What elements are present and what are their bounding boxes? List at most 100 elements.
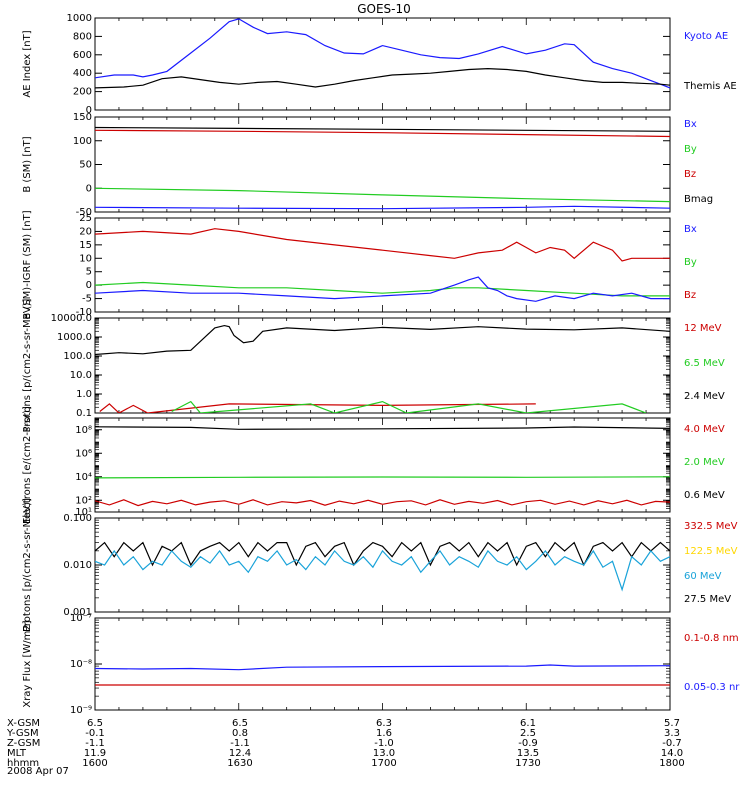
legend-332-5-mev: 332.5 MeV [684,521,738,532]
y-tick-label: 10⁴ [75,472,92,483]
y-tick-label: 0.010 [63,560,92,571]
legend-4-0-mev: 4.0 MeV [684,424,725,435]
y-tick-label: -10 [76,307,92,318]
legend-2-4-mev: 2.4 MeV [684,391,725,402]
series-6-5-mev [171,400,647,413]
series-bmag [95,126,670,132]
y-tick-label: 20 [79,226,92,237]
series-bx [95,205,670,210]
y-tick-label: 10⁻⁸ [70,659,92,670]
plot-frame [94,417,671,513]
y-tick-label: 15 [79,240,92,251]
series-60-mev [95,549,670,592]
x-axis-value: 6.5 [232,718,248,729]
x-axis-row-label: Z-GSM [7,738,40,749]
series-12-mev [99,403,536,413]
series-4-0-mev [95,499,670,507]
x-axis-table: X-GSM 6.5 6.5 6.3 6.1 5.7 Y-GSM -0.1 0.8 1.6 2.5 3.… [6,718,685,769]
y-tick-label: 1000.0 [57,332,92,343]
legend-27-5-mev: 27.5 MeV [684,594,731,605]
x-axis-value: -1.1 [230,738,250,749]
y-tick-label: 400 [73,68,92,79]
legend-0-05-0-3-nr: 0.05-0.3 nr [684,682,740,693]
date-label: 2008 Apr 07 [7,766,69,777]
x-axis-value: 5.7 [664,718,680,729]
x-axis-row-label: Y-GSM [6,728,39,739]
legend-by: By [684,257,697,268]
x-axis-value: -1.0 [374,738,394,749]
legend-bz: Bz [684,169,696,180]
series-by [95,281,670,297]
legend-by: By [684,144,697,155]
y-axis-label: AE Index [nT] [22,30,33,97]
y-tick-label: -50 [76,207,92,218]
x-axis-value: 1630 [227,758,252,769]
series-2-0-mev [95,476,670,479]
y-tick-label: 10² [75,495,92,506]
x-axis-value: 13.5 [517,748,539,759]
legend-bz: Bz [684,290,696,301]
x-axis-value: 1700 [371,758,396,769]
legend-6-5-mev: 6.5 MeV [684,358,725,369]
x-axis-value: 12.4 [229,748,251,759]
y-tick-label: 10⁻⁷ [70,613,92,624]
legend-2-0-mev: 2.0 MeV [684,457,725,468]
x-axis-value: 14.0 [661,748,683,759]
x-axis-value: 1730 [515,758,540,769]
x-axis-value: 11.9 [84,748,106,759]
x-axis-value: -1.1 [85,738,105,749]
panel-protons: 0.1 1.0 10.0 100.0 1000.0 10000.0 Protons [p/(… [22,298,725,432]
plot-frame [94,217,671,313]
series-27-5-mev [95,541,670,567]
y-tick-label: 1000 [67,13,92,24]
legend-0-6-mev: 0.6 MeV [684,490,725,501]
x-axis-value: -0.9 [518,738,538,749]
y-tick-label: 100 [73,136,92,147]
x-axis-value: 13.0 [373,748,395,759]
y-tick-label: 0 [86,183,92,194]
figure-title: GOES-10 [357,2,411,16]
series-bz [95,228,670,262]
y-tick-label: 0 [86,280,92,291]
y-tick-label: 25 [79,213,92,224]
y-tick-label: 10⁶ [75,448,92,459]
legend-122-5-mev: 122.5 MeV [684,546,738,557]
legend-kyoto-ae: Kyoto AE [684,31,728,42]
y-tick-label: 150 [73,112,92,123]
y-axis-label: Protons [p/(cm2-s-sr-MeV)] [22,298,33,432]
legend-bmag: Bmag [684,194,713,205]
y-tick-label: 50 [79,160,92,171]
y-tick-label: 200 [73,87,92,98]
x-axis-value: 2.5 [520,728,536,739]
x-axis-value: -0.1 [85,728,105,739]
y-tick-label: -5 [82,294,92,305]
plot-frame [94,617,671,711]
series-kyoto-ae [95,18,670,89]
legend-bx: Bx [684,224,697,235]
x-axis-value: -0.7 [662,738,682,749]
x-axis-value: 6.5 [87,718,103,729]
y-tick-label: 10⁻⁹ [70,705,92,716]
series-themis-ae [95,67,670,89]
y-tick-label: 10¹ [75,507,92,518]
legend-0-1-0-8-nm: 0.1-0.8 nm [684,633,739,644]
legend-60-mev: 60 MeV [684,571,722,582]
y-tick-label: 10000.0 [51,313,92,324]
y-axis-label: Xray Flux [W/m2] [22,620,33,707]
series-0-05-0-3-nr [95,664,670,671]
y-axis-label: Protons [p/(cm2-s-sr-MeV)] [22,498,33,632]
y-tick-label: 800 [73,31,92,42]
x-axis-value: 1800 [659,758,684,769]
x-axis-row-label: X-GSM [7,718,40,729]
x-axis-value: 3.3 [664,728,680,739]
y-tick-label: 0.001 [63,607,92,618]
legend-bx: Bx [684,119,697,130]
y-tick-label: 0.1 [76,408,92,419]
y-tick-label: 5 [86,267,92,278]
plot-frame [94,17,671,111]
series-2-4-mev [95,324,670,356]
series-by [95,187,670,203]
series-0-6-mev [95,426,670,430]
